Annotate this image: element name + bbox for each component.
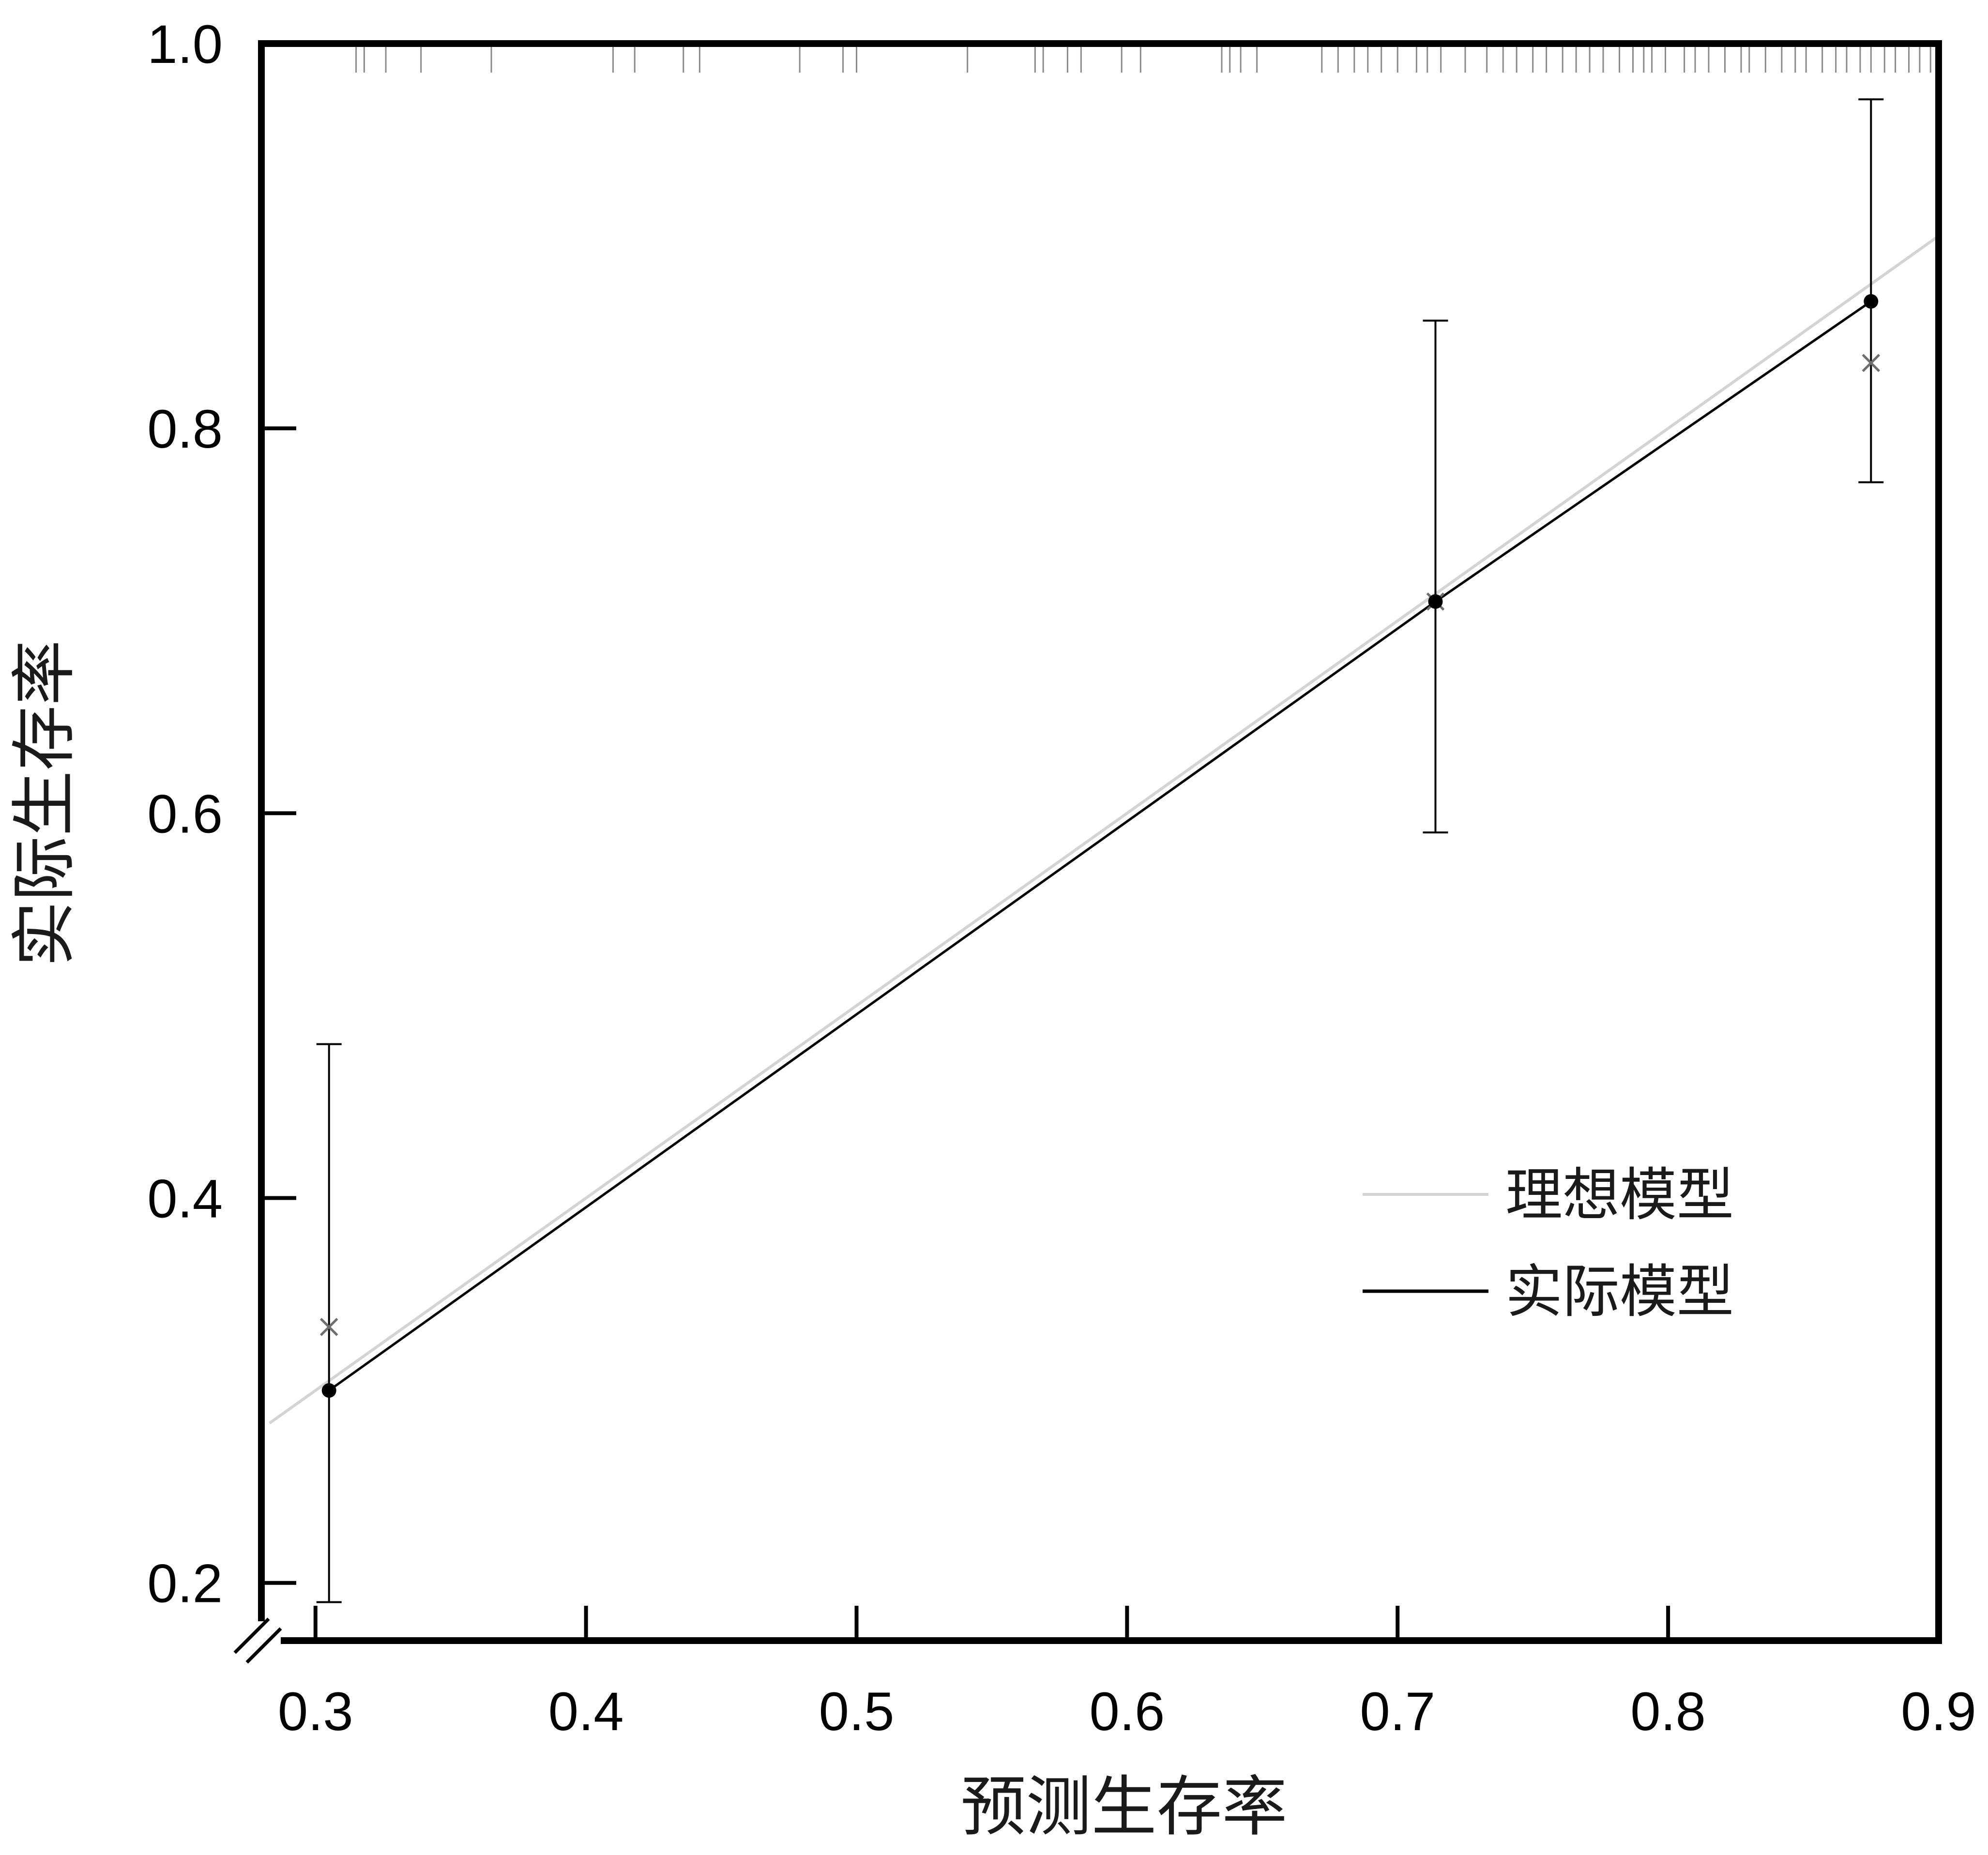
x-tick-label: 0.9 [1901,1681,1976,1742]
x-tick-label: 0.7 [1360,1681,1435,1742]
cross-markers [319,354,1881,1336]
x-tick-label: 0.6 [1090,1681,1165,1742]
legend: 理想模型 实际模型 [1363,1161,1734,1325]
cross-marker-3 [1862,354,1881,372]
axis-break-slash [233,1617,270,1654]
error-bars [316,98,1884,1603]
x-tick-label: 0.5 [819,1681,895,1742]
rug-ticks [355,44,1931,73]
x-axis-title: 预测生存率 [961,1769,1288,1845]
y-tick-label: 0.6 [147,784,223,844]
y-tick-label: 0.2 [147,1553,223,1614]
x-tick-label: 0.8 [1630,1681,1706,1742]
plot-frame [258,40,1942,1644]
actual-model-points [321,294,1879,1398]
ideal-model-series [269,235,1940,1425]
axis-break-slash [245,1627,282,1664]
legend-label-actual-model: 实际模型 [1505,1258,1734,1325]
y-tick-label: 1.0 [147,14,223,75]
legend-label-ideal-model: 理想模型 [1505,1161,1734,1228]
y-tick-label: 0.8 [147,399,223,459]
x-tick-label: 0.3 [278,1681,353,1742]
y-axis-ticks: 0.2 0.4 0.6 0.8 1.0 [147,14,296,1614]
x-tick-label: 0.4 [548,1681,624,1742]
y-tick-label: 0.4 [147,1169,223,1229]
plot-border [258,40,1942,1644]
cross-marker-1 [319,1318,338,1336]
actual-model-point-3 [1864,294,1879,309]
axis-break-mark [233,1617,282,1664]
x-axis-ticks: 0.3 0.4 0.5 0.6 0.7 0.8 0.9 [278,1606,1976,1742]
ideal-model-line [269,235,1940,1425]
actual-model-point-2 [1428,594,1443,609]
actual-model-point-1 [321,1383,336,1398]
y-axis-title: 实际生存率 [6,640,82,967]
